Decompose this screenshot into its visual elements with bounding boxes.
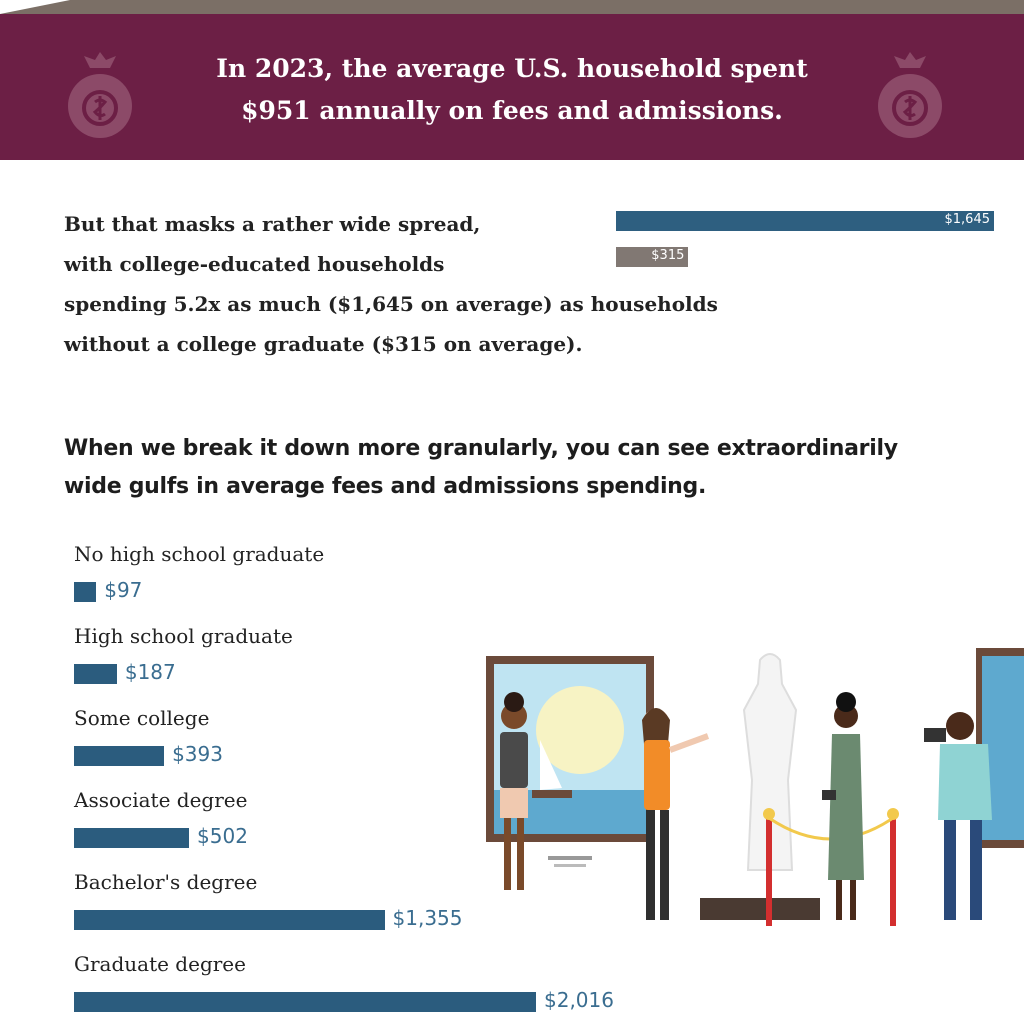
bar [74,746,165,766]
money-bag-icon [68,52,132,138]
top-notch [0,0,70,14]
category-label: Some college [74,706,210,730]
bar-value-label: $97 [104,578,143,602]
category-label: Graduate degree [74,952,246,976]
bar-value-label: $393 [172,742,223,766]
no-college-bar: $315 [616,247,689,267]
headline-line-2: $951 annually on fees and admissions. [241,96,783,125]
money-bag-icon [878,52,942,138]
category-label: Associate degree [74,788,248,812]
headline-text: In 2023, the average U.S. household spen… [150,48,874,132]
category-label: Bachelor's degree [74,870,258,894]
bar-value-label: $2,016 [544,988,614,1012]
college-bar-label: $1,645 [944,212,991,227]
headline-banner: In 2023, the average U.S. household spen… [0,14,1024,160]
intro-line-4: without a college graduate ($315 on aver… [64,332,583,356]
bar-value-label: $1,355 [392,906,463,930]
bar-value-label: $502 [197,824,248,848]
college-bar: $1,645 [616,211,994,231]
intro-line-1: But that masks a rather wide spread, [64,212,481,236]
bar [74,664,117,684]
intro-line-2: with college-educated households [64,252,445,276]
headline-line-1: In 2023, the average U.S. household spen… [216,54,808,83]
bar-value-label: $187 [124,660,176,684]
subhead-line-1: When we break it down more granularly, y… [64,436,898,461]
intro-line-3: spending 5.2x as much ($1,645 on average… [64,292,718,316]
museum-scene-illustration [486,648,1024,926]
bar [74,582,97,602]
top-strip [0,0,1024,14]
category-label: No high school graduate [74,542,325,566]
bar [74,910,385,930]
no-college-bar-label: $315 [651,248,685,263]
section-subhead: When we break it down more granularly, y… [64,430,898,506]
category-label: High school graduate [74,624,293,648]
bar [74,828,190,848]
intro-paragraph: But that masks a rather wide spread, wit… [64,204,718,364]
bar [74,992,536,1012]
subhead-line-2: wide gulfs in average fees and admission… [64,474,707,499]
